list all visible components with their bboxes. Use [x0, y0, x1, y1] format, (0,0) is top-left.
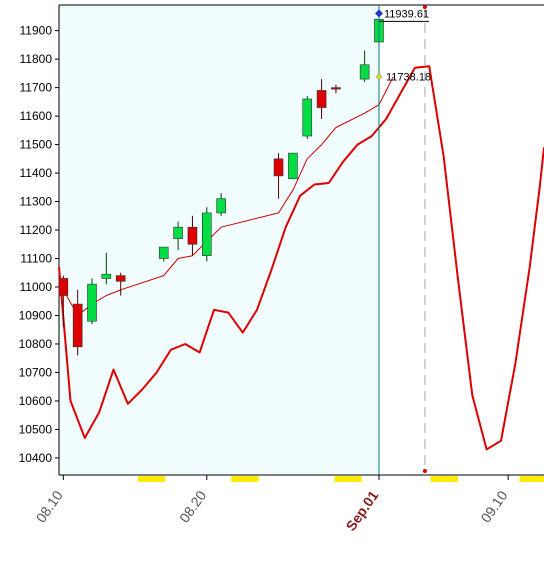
candle-body	[216, 198, 226, 214]
y-axis: 10400 10500 10600 10700 10800 10900 11000 11100…	[19, 4, 544, 476]
candle-body	[331, 87, 341, 90]
x-axis: 08.10 08.20 Sep.01 09.10	[33, 475, 544, 534]
candle	[173, 221, 183, 250]
candle-body	[273, 158, 284, 177]
y-tick-label: 10900	[19, 308, 53, 322]
candle	[273, 153, 284, 199]
candle	[216, 193, 226, 216]
candle	[331, 84, 341, 94]
y-tick-label: 11400	[20, 166, 53, 180]
candle-body	[288, 152, 298, 180]
weekend-marker	[430, 476, 458, 482]
weekend-marker	[231, 476, 259, 482]
candle-body	[359, 64, 370, 80]
y-tick-label: 11200	[20, 223, 53, 237]
candle	[72, 289, 83, 356]
candle-body	[187, 226, 198, 245]
forecast-dot-bottom	[422, 469, 427, 473]
candle-body	[72, 303, 83, 348]
y-tick-label: 11900	[20, 24, 53, 38]
candle-body	[302, 98, 313, 137]
x-tick-label: 08.10	[33, 487, 66, 525]
ma-value-label: 11738.18	[386, 72, 431, 84]
x-tick-label: Sep.01	[342, 487, 381, 533]
y-tick-label: 10700	[19, 365, 53, 379]
y-tick-label: 11000	[20, 280, 53, 294]
candle	[187, 215, 198, 256]
forecast-dot-top	[422, 5, 427, 9]
candle	[115, 272, 126, 296]
y-tick-label: 11600	[20, 109, 53, 123]
candle-body	[87, 283, 97, 322]
cursor	[378, 5, 427, 475]
candle-body	[58, 278, 69, 296]
y-tick-label: 11300	[20, 195, 53, 209]
candle	[302, 96, 313, 139]
candle-body	[173, 226, 183, 239]
candle-body	[316, 90, 327, 108]
candle-body	[158, 246, 169, 259]
high-value-label: 11939.61	[384, 8, 429, 20]
candle	[288, 152, 298, 180]
candle	[58, 275, 69, 327]
y-tick-label: 10800	[19, 337, 53, 351]
y-tick-label: 11700	[20, 81, 53, 95]
candle-body	[101, 273, 112, 279]
ma-marker-diamond	[375, 73, 383, 81]
series-line	[58, 65, 544, 451]
series-lines	[58, 65, 544, 451]
weekend-marker	[519, 476, 544, 482]
candle	[101, 252, 112, 285]
y-tick-label: 11500	[20, 138, 53, 152]
candle	[359, 50, 370, 82]
candle	[316, 79, 327, 119]
x-tick-label: 09.10	[477, 487, 510, 525]
y-tick-label: 10400	[19, 451, 53, 465]
series-line	[62, 76, 394, 316]
candle-body	[201, 212, 212, 256]
candle	[87, 278, 97, 325]
x-tick-label: 08.20	[176, 487, 209, 525]
weekend-marker	[137, 476, 166, 482]
annotations: 11939.61 11738.18	[374, 8, 431, 84]
y-tick-label: 10600	[19, 394, 53, 408]
weekend-marker	[334, 476, 362, 482]
y-tick-label: 11800	[20, 52, 53, 66]
y-tick-label: 10500	[19, 422, 53, 436]
y-tick-label: 11100	[20, 252, 52, 266]
candle-body	[115, 275, 126, 282]
high-marker-diamond	[374, 9, 383, 18]
candle	[201, 207, 212, 262]
candle	[158, 246, 169, 262]
